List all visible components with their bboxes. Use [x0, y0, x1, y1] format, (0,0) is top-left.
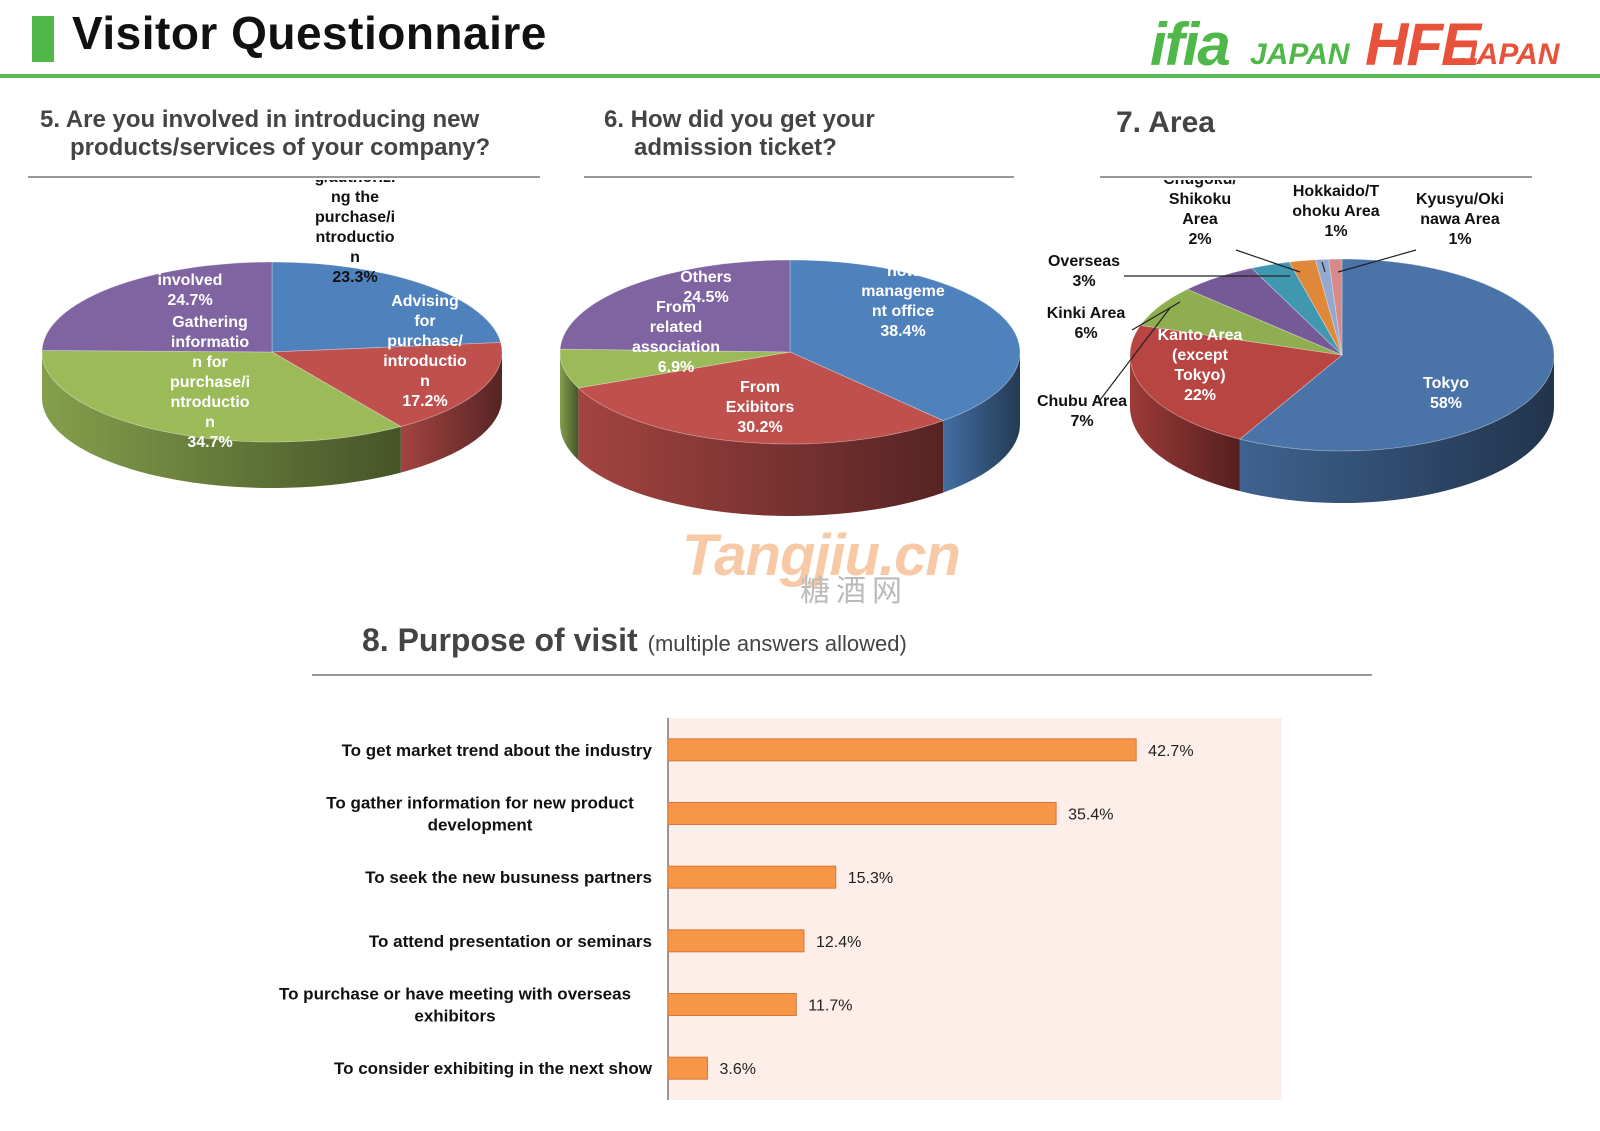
pie-slice-q7-1 — [1129, 324, 1343, 440]
pie-side-q5-2 — [42, 352, 401, 488]
pie-label-q7-3: Kinki Area 6% — [1047, 305, 1126, 342]
bar-plot-area — [668, 718, 1282, 1100]
pie-label-q7-6: Hokkaido/T ohoku Area 1% — [1292, 183, 1380, 240]
q5-title: 5. Are you involved in introducing new p… — [40, 106, 490, 162]
pie-side-q6-2 — [560, 352, 579, 461]
pie-label-q6-2: From related association 6.9% — [632, 299, 720, 376]
pie-q5: Determining/authorizing thepurchase/intr… — [41, 180, 503, 488]
pie-slice-q7-5 — [1288, 259, 1343, 356]
pie-slice-q6-1 — [577, 351, 945, 445]
watermark-latin: Tangjiu.cn — [682, 523, 961, 588]
pie-q7: Tokyo 58% Kanto Area (except Tokyo) 22% Chubu … — [1037, 180, 1555, 503]
bar-3 — [667, 929, 805, 953]
bar-4 — [667, 993, 797, 1016]
q5-title-line2: products/services of your company? — [70, 134, 491, 161]
q5-divider — [28, 176, 540, 178]
bar-category-label-2: To seek the new busuness partners — [365, 868, 652, 887]
q5-title-line1: 5. Are you involved in introducing new — [40, 106, 480, 133]
pie-label-q6-0: From Organizer/s how manageme nt office 38.4% — [859, 223, 947, 340]
pie-slice-q5-3 — [41, 261, 273, 353]
pie-q6: From Organizer/s how manageme nt office 38.4%… — [559, 223, 1021, 516]
pie-leader-q7-2 — [1099, 307, 1171, 401]
bar-category-label-4: To purchase or have meeting with oversea… — [279, 985, 631, 1026]
q6-divider — [584, 176, 1014, 178]
q6-title-line1: 6. How did you get your — [604, 106, 875, 133]
pie-slice-q6-2 — [559, 348, 791, 389]
bar-category-label-0: To get market trend about the industry — [342, 741, 653, 760]
bar-value-label-3: 12.4% — [816, 934, 861, 951]
q8-title-note: (multiple answers allowed) — [647, 631, 907, 656]
q8-title-text: 8. Purpose of visit — [362, 622, 638, 658]
bar-value-label-1: 35.4% — [1068, 807, 1113, 824]
pie-label-q5-3: Not involved 24.7% — [158, 252, 223, 309]
ifia-logo-sub: JAPAN — [1250, 38, 1350, 71]
header-accent-bar — [32, 16, 54, 62]
pie-leader-q7-6 — [1321, 261, 1326, 273]
q6-title: 6. How did you get your admission ticket… — [604, 106, 875, 162]
header: Visitor Questionnaire ifia JAPAN HFE JAP… — [0, 0, 1600, 80]
header-divider — [0, 74, 1600, 78]
q8-divider — [312, 674, 1372, 676]
bar-0 — [667, 738, 1137, 762]
pie-label-q7-2: Chubu Area 7% — [1037, 393, 1127, 430]
pie-slice-q7-4 — [1250, 261, 1343, 356]
pie-slice-q5-1 — [270, 342, 503, 427]
purpose-bar-chart: 42.7% To get market trend about the indus… — [279, 718, 1282, 1100]
pie-label-q7-0: Tokyo 58% — [1423, 375, 1469, 412]
pie-slice-q6-3 — [559, 259, 791, 353]
pie-label-q7-4: Overseas 3% — [1048, 253, 1120, 290]
q7-title: 7. Area — [1116, 106, 1215, 139]
pie-leader-q7-7 — [1337, 249, 1417, 273]
bar-value-label-4: 11.7% — [808, 998, 852, 1015]
pie-charts: Determining/authorizing thepurchase/intr… — [41, 180, 1555, 516]
bar-1 — [667, 802, 1057, 825]
pie-label-q5-0: Determining/authorizing thepurchase/intr… — [313, 180, 397, 286]
bar-category-label-5: To consider exhibiting in the next show — [334, 1059, 653, 1078]
q7-divider — [1100, 176, 1532, 178]
pie-label-q5-2: Gathering informatio n for purchase/i ntrodu… — [170, 314, 250, 451]
bar-value-label-0: 42.7% — [1148, 743, 1193, 760]
pie-label-q7-1: Kanto Area (except Tokyo) 22% — [1158, 327, 1243, 404]
pie-side-q6-0 — [943, 352, 1020, 493]
q6-title-line2: admission ticket? — [634, 134, 837, 161]
hfe-logo: HFE — [1365, 11, 1481, 78]
pie-label-q7-7: Kyusyu/Oki nawa Area 1% — [1416, 191, 1504, 248]
bar-2 — [667, 865, 837, 889]
pie-label-q6-1: From Exibitors 30.2% — [726, 379, 795, 436]
pie-slice-q7-3 — [1186, 267, 1343, 356]
pie-slice-q5-0 — [271, 261, 502, 353]
page-title: Visitor Questionnaire — [72, 7, 547, 59]
pie-label-q6-3: Others 24.5% — [680, 269, 732, 306]
pie-side-q7-1 — [1130, 355, 1240, 492]
bar-category-label-1: To gather information for new product dev… — [326, 794, 634, 835]
pie-slice-q5-2 — [41, 350, 402, 443]
pie-leader-q7-3 — [1131, 301, 1181, 331]
bar-value-label-5: 3.6% — [719, 1061, 755, 1078]
pie-slice-q6-0 — [789, 259, 1021, 422]
pie-label-q5-1: Advising for purchase/introductio n 17.2% — [383, 293, 467, 410]
bar-value-label-2: 15.3% — [848, 870, 893, 887]
q8-title: 8. Purpose of visit (multiple answers all… — [362, 622, 907, 659]
ifia-logo: ifia — [1150, 11, 1231, 78]
pie-side-q5-1 — [400, 352, 502, 473]
hfe-logo-sub: JAPAN — [1460, 38, 1560, 71]
pie-slice-q7-0 — [1239, 258, 1555, 452]
pie-slice-q7-6 — [1314, 258, 1343, 356]
bar-5 — [667, 1056, 708, 1080]
pie-side-q7-0 — [1239, 355, 1554, 503]
pie-slice-q7-7 — [1328, 258, 1343, 356]
watermark-cjk: 糖酒网 — [800, 574, 908, 609]
pie-side-q6-1 — [578, 388, 944, 516]
bar-category-label-3: To attend presentation or seminars — [369, 932, 652, 951]
pie-leader-q7-5 — [1235, 249, 1301, 273]
